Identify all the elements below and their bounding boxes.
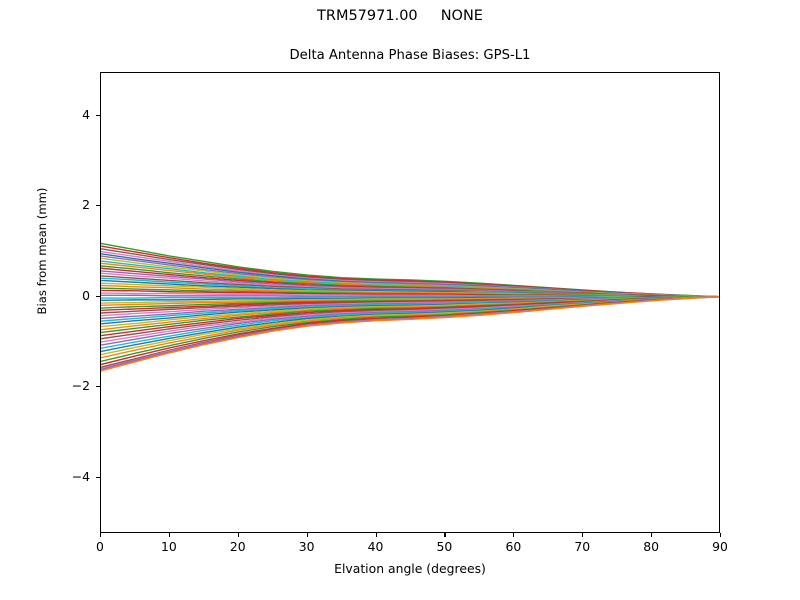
x-tick-mark [375,533,377,537]
x-tick-label: 40 [367,539,384,554]
x-tick-label: 50 [436,539,453,554]
x-tick-mark [582,533,584,537]
x-tick-label: 30 [298,539,315,554]
x-tick-mark [306,533,308,537]
data-lines-svg [101,242,719,372]
x-tick-label: 70 [574,539,591,554]
x-tick-mark [513,533,515,537]
x-tick-mark [651,533,653,537]
y-tick-label: 0 [82,287,90,303]
x-tick-mark [720,533,722,537]
y-tick-mark [96,205,100,207]
x-tick-label: 80 [643,539,659,554]
x-tick-label: 60 [505,539,522,554]
y-tick-label: 4 [82,106,90,122]
x-tick-label: 20 [229,539,246,554]
figure-suptitle: TRM57971.00 NONE [317,8,483,24]
y-tick-mark [96,386,100,388]
x-tick-label: 10 [160,539,177,554]
axes-title: Delta Antenna Phase Biases: GPS-L1 [289,48,531,63]
y-tick-label: −2 [71,378,90,394]
data-line [101,296,719,372]
x-tick-mark [100,533,102,537]
y-tick-label: 2 [82,197,90,213]
y-tick-label: −4 [71,468,90,484]
y-tick-mark [96,476,100,478]
plot-area [100,72,720,533]
y-axis-label: Bias from mean (mm) [35,187,49,315]
x-tick-label: 90 [712,539,728,554]
x-axis-label: Elvation angle (degrees) [334,561,486,576]
y-tick-mark [96,114,100,117]
x-tick-mark [168,533,170,537]
x-tick-mark [444,533,446,537]
x-tick-mark [237,533,239,537]
x-tick-label: 0 [96,539,104,554]
y-tick-mark [96,295,100,297]
